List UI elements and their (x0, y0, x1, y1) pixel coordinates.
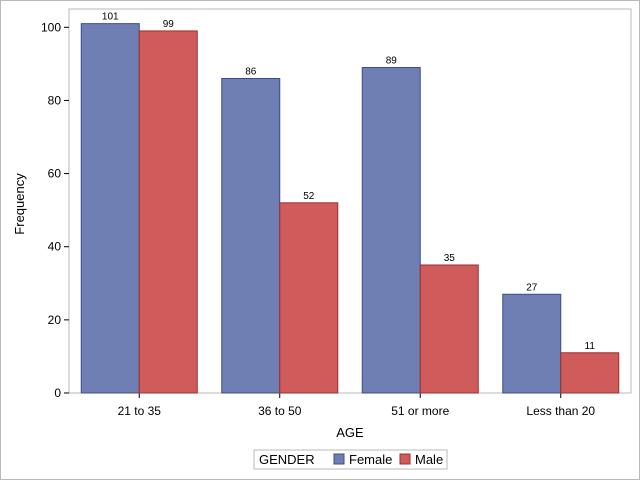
legend-label-female: Female (349, 452, 392, 467)
legend: GENDER Female Male (253, 449, 448, 470)
bar-female (80, 23, 140, 394)
data-label: 52 (303, 191, 315, 202)
y-axis-title: Frequency (12, 173, 27, 235)
legend-swatch-male (399, 453, 411, 465)
bar-female (221, 77, 281, 394)
legend-box (253, 449, 448, 470)
data-label: 101 (102, 12, 119, 23)
legend-title: GENDER (259, 452, 315, 467)
y-tick-label: 20 (48, 313, 62, 327)
y-tick-label: 0 (54, 386, 61, 400)
data-label: 86 (245, 66, 257, 77)
y-tick-label: 40 (48, 240, 62, 254)
x-tick-label: 36 to 50 (258, 404, 302, 418)
data-label: 89 (386, 56, 398, 67)
data-label: 35 (444, 253, 456, 264)
y-tick-label: 100 (41, 20, 61, 34)
legend-label-male: Male (415, 452, 443, 467)
bar-female (502, 293, 562, 394)
x-tick-label: 51 or more (391, 404, 449, 418)
bar-male (560, 352, 620, 394)
bar-male (138, 30, 198, 394)
x-tick-label: 21 to 35 (118, 404, 162, 418)
x-tick-label: Less than 20 (526, 404, 595, 418)
plot-area (68, 8, 632, 394)
x-axis-title: AGE (336, 425, 364, 440)
data-label: 11 (585, 341, 596, 352)
legend-swatch-female (333, 453, 345, 465)
data-label: 27 (526, 282, 538, 293)
bar-male (419, 264, 479, 394)
y-tick-label: 60 (48, 167, 62, 181)
y-tick-label: 80 (48, 93, 62, 107)
bar-male (279, 202, 339, 394)
bar-female (361, 67, 421, 394)
data-label: 99 (163, 19, 175, 30)
